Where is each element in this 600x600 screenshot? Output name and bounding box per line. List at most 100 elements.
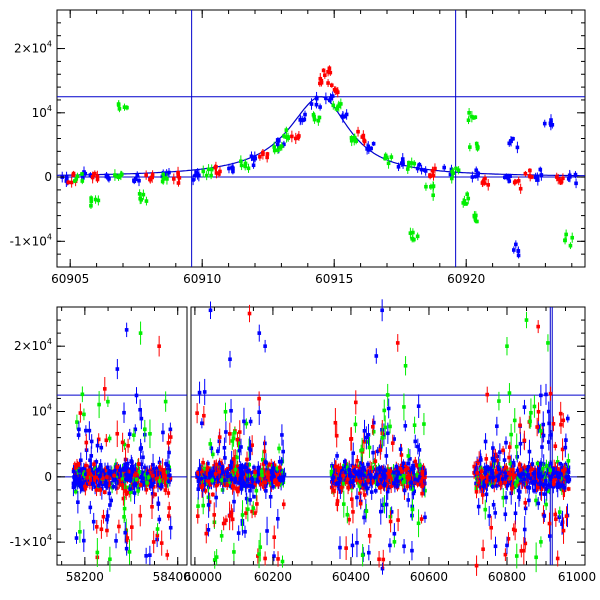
data-point bbox=[331, 487, 336, 494]
data-point bbox=[125, 104, 129, 111]
data-point bbox=[541, 462, 545, 475]
data-point bbox=[259, 469, 264, 474]
data-point bbox=[138, 482, 143, 488]
data-point bbox=[237, 463, 242, 474]
data-point bbox=[133, 176, 138, 183]
data-point bbox=[94, 458, 99, 466]
data-point bbox=[341, 111, 345, 122]
data-point bbox=[388, 474, 392, 480]
data-point bbox=[450, 167, 454, 177]
data-point bbox=[420, 468, 425, 480]
data-point bbox=[167, 168, 171, 178]
data-point bbox=[201, 496, 206, 515]
data-point bbox=[366, 141, 371, 152]
data-point bbox=[88, 172, 93, 178]
data-point bbox=[130, 513, 134, 541]
data-point bbox=[97, 483, 101, 488]
data-point bbox=[493, 536, 498, 556]
data-point bbox=[216, 447, 220, 456]
data-point bbox=[257, 391, 261, 406]
data-point bbox=[419, 476, 424, 486]
data-point bbox=[148, 545, 152, 565]
data-point bbox=[330, 462, 334, 470]
data-point bbox=[518, 432, 523, 456]
data-point bbox=[256, 548, 260, 564]
data-point bbox=[255, 495, 259, 513]
data-point bbox=[349, 135, 354, 141]
data-point bbox=[157, 335, 161, 357]
data-point bbox=[138, 504, 143, 527]
data-point bbox=[104, 174, 109, 179]
data-point bbox=[364, 503, 369, 519]
data-point bbox=[249, 151, 254, 162]
data-point bbox=[253, 508, 257, 518]
data-point bbox=[495, 416, 499, 436]
data-point bbox=[233, 472, 237, 485]
data-point bbox=[350, 533, 355, 558]
data-point bbox=[374, 467, 379, 482]
data-point bbox=[540, 469, 544, 483]
data-point bbox=[369, 484, 374, 500]
data-point bbox=[172, 173, 176, 185]
data-point bbox=[105, 508, 110, 524]
data-point bbox=[137, 189, 142, 199]
data-point bbox=[511, 473, 516, 482]
data-point bbox=[536, 320, 540, 334]
data-point bbox=[127, 428, 132, 440]
data-point bbox=[208, 472, 212, 477]
panel-frames bbox=[56, 306, 586, 566]
data-point bbox=[523, 497, 528, 508]
data-point bbox=[115, 420, 120, 448]
data-point bbox=[511, 464, 515, 476]
data-point bbox=[88, 455, 92, 465]
data-point bbox=[265, 516, 269, 546]
data-point bbox=[126, 438, 130, 453]
data-point bbox=[474, 166, 479, 175]
data-point bbox=[372, 473, 377, 482]
data-point bbox=[123, 521, 128, 544]
data-point bbox=[467, 108, 471, 118]
x-tick-label: 61000 bbox=[558, 570, 596, 584]
x-tick-label: 60800 bbox=[488, 570, 526, 584]
data-point bbox=[544, 498, 548, 511]
data-point bbox=[344, 109, 349, 120]
data-point bbox=[419, 514, 424, 524]
data-point bbox=[507, 452, 511, 463]
data-point bbox=[531, 470, 536, 477]
data-point bbox=[248, 417, 253, 426]
data-point bbox=[490, 449, 495, 468]
data-point bbox=[74, 532, 79, 544]
data-point bbox=[405, 164, 410, 174]
data-point bbox=[422, 413, 426, 436]
data-point bbox=[154, 469, 159, 489]
data-point bbox=[403, 464, 408, 475]
y-tick-label: 2×104 bbox=[14, 40, 52, 56]
data-point bbox=[377, 550, 381, 568]
data-point bbox=[333, 408, 338, 438]
data-point bbox=[76, 490, 80, 514]
data-point bbox=[525, 464, 530, 475]
data-point bbox=[230, 483, 235, 490]
data-point bbox=[144, 170, 148, 180]
data-point bbox=[98, 459, 103, 471]
data-point bbox=[269, 470, 274, 485]
data-point bbox=[217, 170, 221, 178]
data-point bbox=[150, 494, 154, 520]
data-point bbox=[105, 474, 109, 480]
data-point bbox=[343, 469, 347, 476]
data-point bbox=[408, 449, 412, 469]
data-point bbox=[300, 115, 304, 125]
data-point bbox=[327, 65, 332, 72]
data-point bbox=[168, 516, 173, 540]
data-point bbox=[515, 475, 519, 488]
data-point bbox=[317, 115, 322, 120]
data-point bbox=[207, 478, 211, 485]
data-point bbox=[164, 459, 168, 469]
data-point bbox=[431, 181, 436, 191]
data-point bbox=[487, 506, 492, 526]
data-point bbox=[526, 471, 530, 479]
data-point bbox=[481, 475, 485, 480]
data-point bbox=[107, 474, 112, 483]
data-point bbox=[143, 463, 147, 472]
data-point bbox=[498, 476, 503, 491]
